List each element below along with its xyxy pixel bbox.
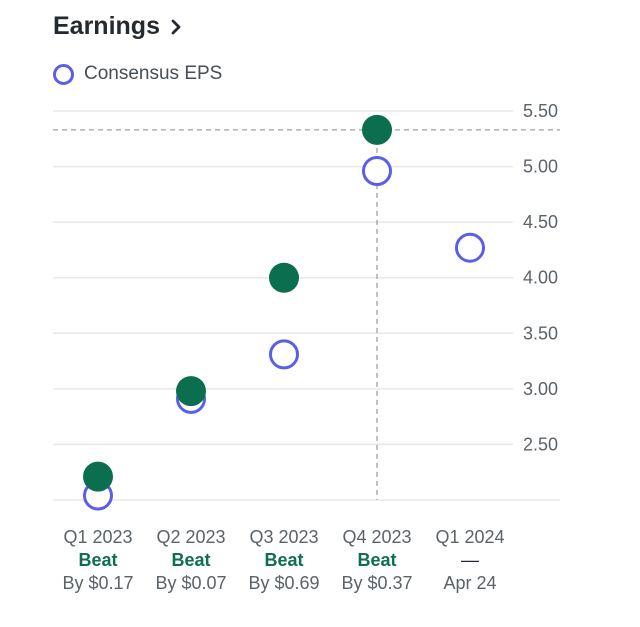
earnings-detail: By $0.07 bbox=[155, 573, 226, 593]
consensus-eps-point[interactable] bbox=[269, 339, 299, 370]
y-tick-label: 2.50 bbox=[523, 434, 558, 454]
quarter-label: Q1 2024 bbox=[435, 527, 504, 547]
y-tick-label: 5.00 bbox=[523, 157, 558, 177]
y-tick-label: 4.50 bbox=[523, 212, 558, 232]
earnings-status: Beat bbox=[171, 550, 210, 570]
section-title: Earnings bbox=[53, 12, 160, 40]
chart-legend: Consensus EPS bbox=[53, 63, 222, 85]
consensus-eps-point[interactable] bbox=[362, 156, 392, 187]
actual-eps-point[interactable] bbox=[269, 262, 299, 293]
actual-eps-point[interactable] bbox=[362, 114, 392, 145]
consensus-eps-point[interactable] bbox=[455, 232, 485, 263]
earnings-detail: Apr 24 bbox=[443, 573, 496, 593]
earnings-detail: By $0.37 bbox=[341, 573, 412, 593]
earnings-status: Beat bbox=[78, 550, 117, 570]
quarter-label: Q2 2023 bbox=[156, 527, 225, 547]
legend-label-consensus: Consensus EPS bbox=[84, 63, 223, 84]
quarter-label: Q1 2023 bbox=[63, 527, 132, 547]
earnings-detail: By $0.17 bbox=[62, 573, 133, 593]
actual-eps-point[interactable] bbox=[176, 376, 206, 407]
earnings-detail: By $0.69 bbox=[248, 573, 319, 593]
y-tick-label: 3.50 bbox=[523, 323, 558, 343]
actual-eps-point[interactable] bbox=[83, 461, 113, 492]
y-tick-label: 5.50 bbox=[523, 101, 558, 121]
y-tick-label: 3.00 bbox=[523, 379, 558, 399]
earnings-status: Beat bbox=[264, 550, 303, 570]
earnings-header-link[interactable]: Earnings bbox=[53, 12, 182, 41]
legend-marker-consensus bbox=[53, 63, 74, 85]
chevron-right-icon bbox=[171, 19, 181, 34]
earnings-status: Beat bbox=[357, 550, 396, 570]
quarter-label: Q3 2023 bbox=[249, 527, 318, 547]
earnings-status: — bbox=[461, 550, 479, 570]
quarter-label: Q4 2023 bbox=[342, 527, 411, 547]
y-tick-label: 4.00 bbox=[523, 268, 558, 288]
